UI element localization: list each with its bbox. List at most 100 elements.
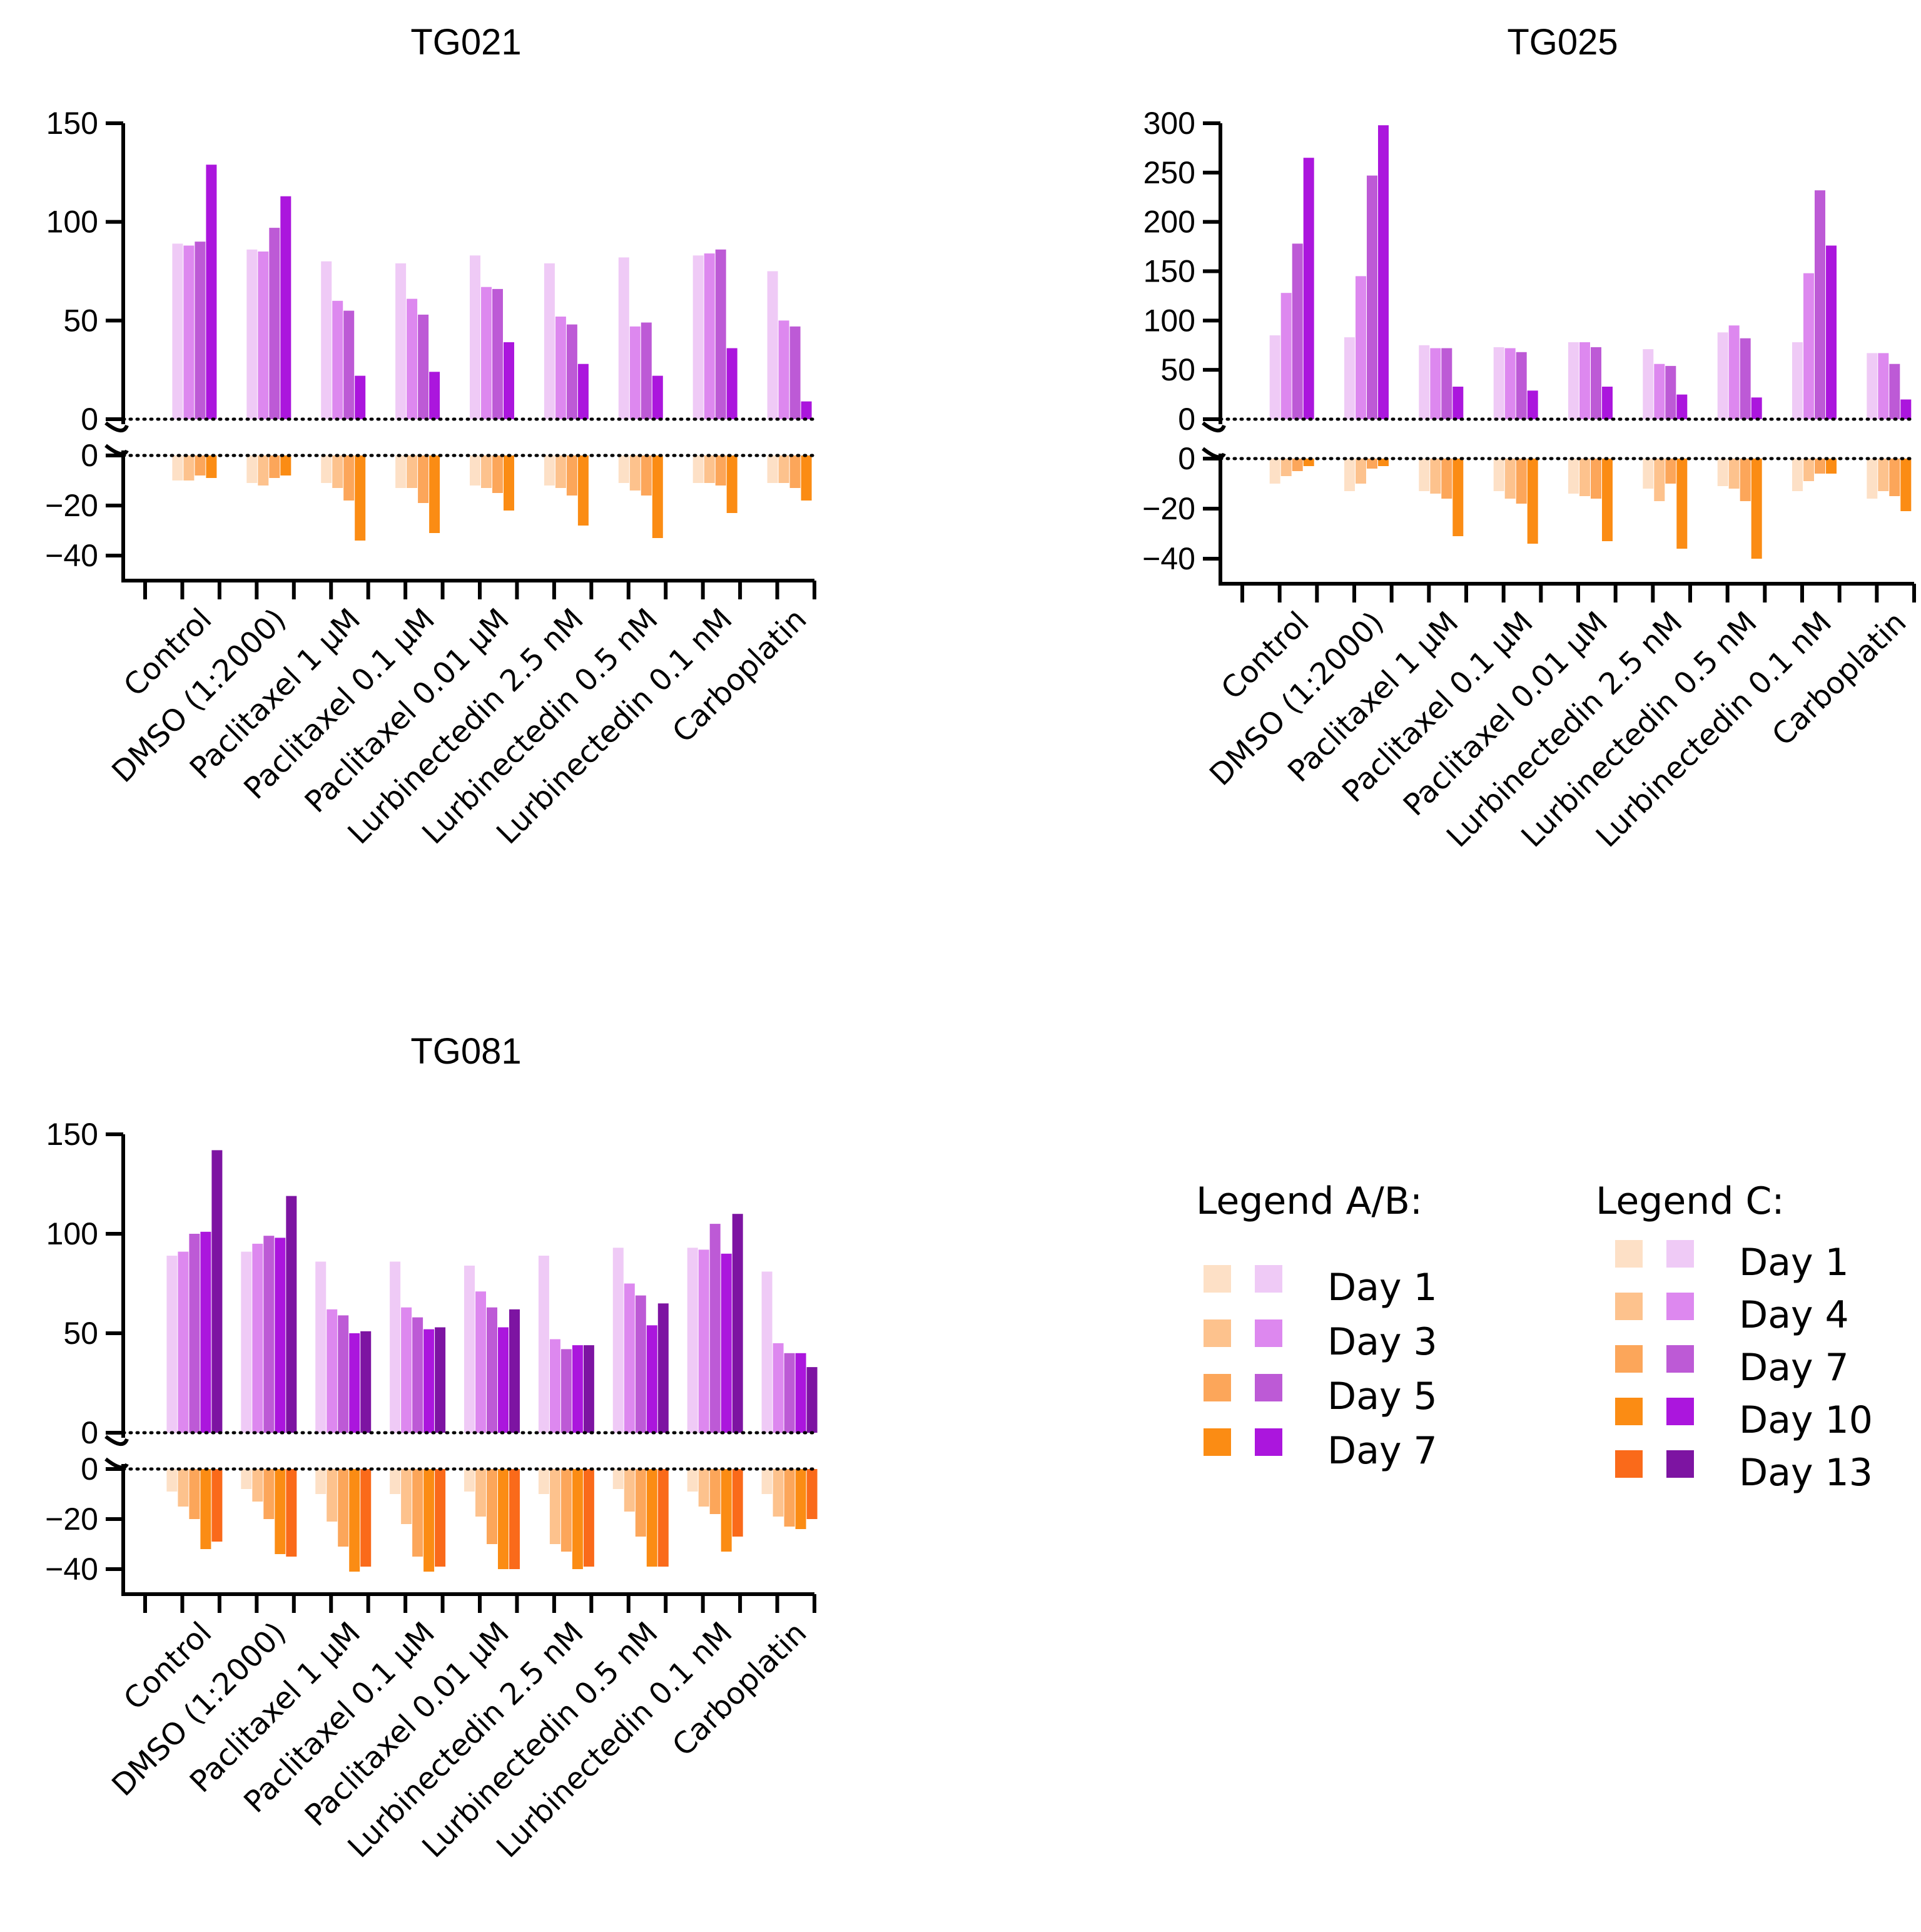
bar-upper bbox=[470, 255, 480, 419]
legend-label: Day 1 bbox=[1739, 1241, 1849, 1284]
bar-upper bbox=[189, 1234, 200, 1433]
legend-swatch-orange bbox=[1615, 1293, 1643, 1320]
y-tick-label: −20 bbox=[45, 1502, 98, 1537]
bar-lower bbox=[1889, 459, 1900, 496]
bar-upper bbox=[1378, 125, 1389, 419]
bar-upper bbox=[1504, 348, 1516, 419]
bar-lower bbox=[538, 1469, 549, 1494]
y-tick-label: 50 bbox=[63, 303, 98, 338]
bar-upper bbox=[544, 263, 555, 419]
bar-upper bbox=[1356, 276, 1366, 419]
bar-lower bbox=[246, 455, 258, 483]
bar-upper bbox=[504, 342, 514, 419]
legend-label: Day 10 bbox=[1739, 1398, 1873, 1442]
bar-upper bbox=[1867, 353, 1878, 419]
bar-lower bbox=[286, 1469, 297, 1557]
bar-upper bbox=[1591, 347, 1601, 419]
bar-upper bbox=[1728, 325, 1740, 419]
bar-lower bbox=[761, 1469, 773, 1494]
y-tick-label: 100 bbox=[1143, 303, 1195, 338]
bar-upper bbox=[487, 1307, 497, 1433]
bar-upper bbox=[1441, 348, 1452, 419]
legend-swatch-purple bbox=[1666, 1240, 1694, 1268]
bar-upper bbox=[1826, 245, 1837, 419]
bar-lower bbox=[555, 455, 566, 488]
bar-lower bbox=[583, 1469, 594, 1567]
bar-lower bbox=[709, 1469, 721, 1514]
y-tick-label: −20 bbox=[45, 488, 98, 523]
bar-upper bbox=[635, 1295, 646, 1433]
bar-upper bbox=[1717, 332, 1728, 419]
bar-lower bbox=[183, 455, 195, 480]
bar-lower bbox=[1643, 459, 1654, 489]
y-tick-label: 150 bbox=[46, 1117, 98, 1152]
bar-lower bbox=[200, 1469, 211, 1549]
bar-lower bbox=[195, 455, 206, 475]
bar-lower bbox=[252, 1469, 263, 1502]
bar-lower bbox=[475, 1469, 486, 1517]
bar-upper bbox=[1292, 243, 1303, 419]
bar-lower bbox=[1665, 459, 1676, 484]
bar-lower bbox=[263, 1469, 275, 1519]
bar-upper bbox=[1665, 365, 1676, 419]
bar-upper bbox=[286, 1196, 297, 1433]
bar-lower bbox=[487, 1469, 497, 1544]
legend-label: Day 1 bbox=[1327, 1266, 1437, 1309]
chart-title: TG081 bbox=[410, 1031, 521, 1072]
bar-lower bbox=[401, 1469, 412, 1524]
y-tick-label: −20 bbox=[1142, 491, 1195, 526]
bar-upper bbox=[1654, 364, 1665, 419]
y-tick-label: 250 bbox=[1143, 155, 1195, 190]
y-tick-label: 0 bbox=[81, 402, 98, 437]
bar-lower bbox=[1527, 459, 1538, 544]
bar-upper bbox=[492, 288, 503, 419]
bar-upper bbox=[657, 1303, 669, 1433]
bar-lower bbox=[692, 455, 704, 483]
bar-lower bbox=[258, 455, 269, 486]
bar-upper bbox=[1269, 335, 1280, 419]
bar-upper bbox=[211, 1150, 223, 1433]
legend-swatch-purple bbox=[1255, 1319, 1282, 1347]
bar-upper bbox=[332, 300, 343, 419]
bar-upper bbox=[721, 1253, 732, 1433]
bar-upper bbox=[475, 1291, 486, 1433]
bar-lower bbox=[1430, 459, 1441, 494]
bar-lower bbox=[355, 455, 366, 541]
bar-upper bbox=[761, 1271, 773, 1433]
legend-swatch-purple bbox=[1255, 1374, 1282, 1401]
bar-upper bbox=[1602, 387, 1613, 419]
y-tick-label: 50 bbox=[63, 1316, 98, 1351]
bar-lower bbox=[275, 1469, 286, 1554]
bar-upper bbox=[784, 1353, 795, 1433]
bar-lower bbox=[1591, 459, 1601, 499]
bar-lower bbox=[560, 1469, 572, 1552]
y-tick-label: 200 bbox=[1143, 205, 1195, 240]
bar-upper bbox=[1676, 394, 1688, 419]
bar-lower bbox=[1815, 459, 1825, 474]
bar-upper bbox=[327, 1309, 338, 1433]
bar-lower bbox=[1516, 459, 1527, 504]
bar-lower bbox=[1803, 459, 1814, 481]
bar-upper bbox=[618, 257, 629, 419]
bar-lower bbox=[795, 1469, 806, 1529]
axis-break-mark bbox=[104, 421, 129, 432]
chart-panel-tg025: TG025 0501001502002503000−20−40ControlDM… bbox=[1142, 22, 1916, 854]
y-tick-label: 0 bbox=[1178, 402, 1195, 437]
y-tick-label: 100 bbox=[46, 205, 98, 240]
bar-lower bbox=[1900, 459, 1912, 511]
bar-lower bbox=[1867, 459, 1878, 499]
bar-lower bbox=[1728, 459, 1740, 489]
legend-label: Day 3 bbox=[1327, 1320, 1437, 1364]
chart-title: TG021 bbox=[410, 22, 521, 63]
bar-lower bbox=[492, 455, 503, 493]
y-tick-label: 0 bbox=[81, 438, 98, 473]
bar-lower bbox=[1292, 459, 1303, 471]
bar-upper bbox=[390, 1261, 401, 1433]
legend-label: Day 5 bbox=[1327, 1375, 1437, 1418]
bar-upper bbox=[1889, 364, 1900, 419]
bar-upper bbox=[407, 298, 418, 419]
bar-lower bbox=[657, 1469, 669, 1567]
bar-lower bbox=[789, 455, 801, 488]
